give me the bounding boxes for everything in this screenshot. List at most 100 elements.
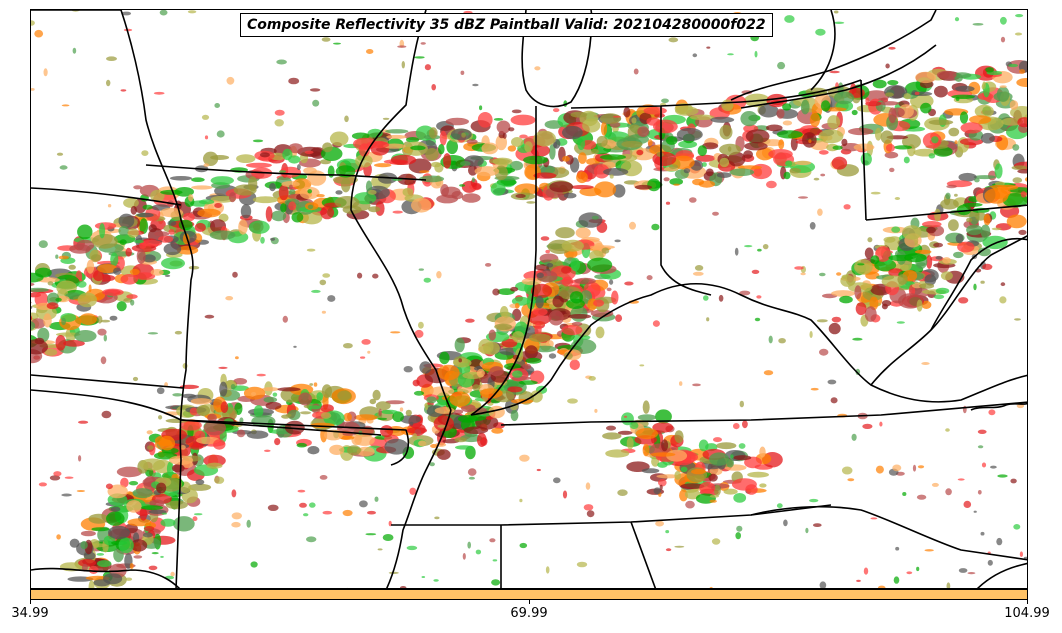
storm-speckle <box>306 248 316 252</box>
storm-cell <box>1011 165 1027 170</box>
storm-speckle <box>172 393 183 397</box>
storm-cell <box>934 208 941 222</box>
storm-cell <box>139 507 148 521</box>
storm-cell <box>636 149 644 156</box>
storm-cell <box>150 269 164 276</box>
storm-cell <box>179 384 200 389</box>
lake-erie-outline <box>730 10 937 101</box>
storm-cell <box>355 154 373 168</box>
storm-speckle <box>264 449 271 452</box>
storm-cell <box>656 474 680 479</box>
storm-cell <box>600 113 622 124</box>
storm-cell <box>132 488 153 499</box>
storm-speckle <box>1013 524 1021 530</box>
storm-cell <box>44 348 58 356</box>
storm-speckle <box>561 266 572 274</box>
indiana-ohio-border <box>660 106 712 296</box>
storm-speckle <box>757 248 762 252</box>
storm-speckle <box>344 115 349 123</box>
storm-cell <box>55 335 66 351</box>
storm-cell <box>158 435 176 451</box>
storm-cell <box>828 322 841 335</box>
storm-cell <box>782 103 792 111</box>
storm-speckle <box>78 455 82 462</box>
storm-cell <box>308 405 321 410</box>
storm-cell <box>590 309 614 318</box>
storm-speckle <box>377 417 388 421</box>
storm-speckle <box>487 371 493 375</box>
storm-speckle <box>214 203 223 208</box>
storm-speckle <box>366 49 374 54</box>
storm-speckle <box>609 174 614 179</box>
storm-cell <box>691 468 706 475</box>
storm-speckle <box>879 421 883 427</box>
storm-cell <box>759 483 767 488</box>
storm-cell <box>680 483 705 490</box>
storm-cell <box>569 359 580 371</box>
storm-speckle <box>216 130 225 138</box>
storm-cell <box>904 253 927 263</box>
storm-speckle <box>56 534 61 540</box>
storm-cell <box>220 401 229 414</box>
storm-cell <box>411 198 432 213</box>
storm-speckle <box>460 70 465 75</box>
storm-speckle <box>673 183 680 186</box>
storm-cell <box>375 401 391 411</box>
storm-cell <box>446 139 459 155</box>
storm-speckle <box>982 263 993 270</box>
storm-cell <box>160 207 184 218</box>
storm-speckle <box>977 429 987 434</box>
storm-speckle <box>933 294 945 300</box>
storm-cell <box>534 322 542 337</box>
storm-cell <box>1016 78 1027 87</box>
storm-cell <box>674 470 681 480</box>
storm-speckle <box>270 237 276 241</box>
storm-speckle <box>921 362 930 365</box>
storm-cell <box>438 144 445 155</box>
storm-cell <box>69 538 80 548</box>
storm-cell <box>274 438 281 446</box>
storm-speckle <box>935 255 943 260</box>
storm-cell <box>840 274 855 287</box>
storm-speckle <box>272 392 278 397</box>
storm-cell <box>548 310 564 326</box>
storm-cell <box>141 505 164 511</box>
storm-cell <box>419 361 432 374</box>
storm-cell <box>31 321 36 331</box>
storm-cell <box>637 126 650 137</box>
storm-cell <box>652 151 677 166</box>
illinois-west-border <box>350 10 452 411</box>
storm-cell <box>595 326 605 339</box>
storm-cell <box>705 168 714 177</box>
storm-cell <box>490 182 506 196</box>
storm-cell <box>477 112 493 128</box>
storm-speckle <box>147 445 154 450</box>
storm-speckle <box>419 170 430 174</box>
storm-speckle <box>204 314 215 319</box>
storm-cell <box>335 190 343 195</box>
storm-cell <box>337 390 351 401</box>
storm-cell <box>94 222 117 230</box>
storm-cell <box>743 150 753 159</box>
storm-cell <box>219 381 228 397</box>
storm-cell <box>238 219 248 235</box>
storm-cell <box>928 119 954 126</box>
lake-erie-south-shore <box>740 44 937 109</box>
storm-cell <box>88 513 109 524</box>
storm-speckle <box>97 328 107 336</box>
storm-cell <box>492 157 513 166</box>
storm-cell <box>240 204 252 219</box>
storm-speckle <box>576 561 588 568</box>
storm-speckle <box>562 155 570 162</box>
storm-cell <box>594 181 617 198</box>
storm-cell <box>172 464 185 473</box>
storm-speckle <box>420 42 426 45</box>
storm-speckle <box>706 317 710 322</box>
storm-speckle <box>736 525 743 532</box>
storm-cell <box>63 340 85 347</box>
storm-cell <box>567 314 592 319</box>
storm-cell <box>88 580 95 588</box>
storm-speckle <box>977 490 982 495</box>
storm-cell <box>91 527 110 532</box>
storm-speckle <box>1008 63 1019 68</box>
